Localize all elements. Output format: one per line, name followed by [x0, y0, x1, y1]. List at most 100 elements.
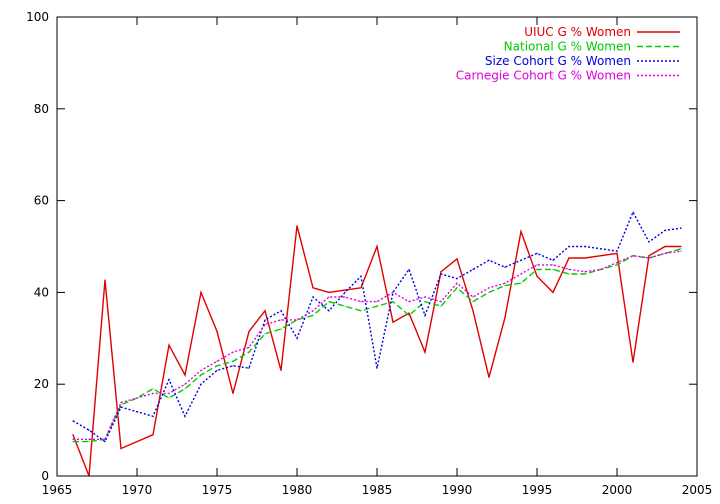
data-point	[264, 310, 266, 312]
data-point	[680, 227, 682, 229]
data-point	[120, 406, 122, 408]
data-point	[520, 282, 522, 284]
data-point	[376, 245, 378, 248]
x-tick-label: 2005	[682, 483, 713, 497]
data-point	[152, 388, 154, 390]
data-point	[456, 282, 458, 284]
data-point	[536, 252, 538, 254]
data-point	[440, 305, 442, 307]
data-point	[264, 333, 266, 335]
data-point	[648, 257, 650, 259]
data-point	[168, 344, 170, 346]
y-tick-label: 0	[41, 469, 49, 483]
x-tick-label: 1980	[282, 483, 313, 497]
data-point	[248, 367, 250, 369]
data-point	[392, 321, 394, 323]
data-point	[472, 310, 474, 312]
data-point	[104, 279, 106, 281]
data-point	[568, 257, 570, 259]
data-point	[360, 310, 362, 312]
data-point	[520, 273, 522, 275]
data-point	[216, 369, 218, 372]
data-point	[200, 369, 202, 372]
data-point	[248, 346, 250, 349]
y-tick-label: 40	[34, 285, 49, 299]
data-point	[424, 351, 426, 353]
data-point	[296, 225, 298, 227]
data-point	[280, 310, 282, 312]
data-point	[616, 250, 618, 252]
data-point	[216, 360, 218, 362]
data-point	[504, 317, 506, 319]
y-tick-label: 100	[26, 10, 49, 24]
data-point	[200, 374, 202, 376]
data-point	[344, 289, 346, 291]
data-point	[552, 264, 554, 266]
data-point	[440, 273, 442, 275]
data-point	[344, 305, 346, 307]
data-point	[632, 255, 634, 257]
data-point	[632, 211, 634, 213]
data-point	[616, 264, 618, 266]
data-point	[664, 252, 666, 254]
data-point	[376, 300, 378, 303]
data-point	[152, 434, 154, 436]
data-point	[584, 257, 586, 259]
data-point	[184, 415, 186, 417]
data-point	[568, 245, 570, 248]
data-point	[600, 248, 602, 250]
data-point	[232, 365, 234, 367]
data-point	[88, 429, 90, 431]
y-tick-label: 20	[34, 377, 49, 391]
x-tick-label: 2000	[602, 483, 633, 497]
data-point	[152, 415, 154, 417]
data-point	[72, 420, 74, 422]
data-point	[536, 275, 538, 277]
legend-label-2: Size Cohort G % Women	[485, 54, 631, 68]
data-point	[664, 245, 666, 248]
data-point	[600, 255, 602, 257]
data-point	[296, 319, 298, 321]
data-point	[488, 291, 490, 293]
data-point	[584, 273, 586, 275]
legend-label-0: UIUC G % Women	[524, 25, 631, 39]
data-point	[408, 300, 410, 303]
data-point	[264, 319, 266, 321]
data-point	[328, 296, 330, 298]
data-point	[488, 287, 490, 289]
data-point	[248, 351, 250, 353]
x-tick-label: 1990	[442, 483, 473, 497]
data-point	[184, 374, 186, 376]
axis-ticks: 1965 1970 1975 1980 1985 1990 1995 2000 2005 0 20 4…	[26, 10, 712, 497]
x-tick-label: 1985	[362, 483, 393, 497]
data-point	[328, 291, 330, 293]
data-point	[440, 271, 442, 273]
data-point	[120, 404, 122, 406]
data-point	[72, 440, 74, 443]
data-point	[72, 438, 74, 440]
data-point	[648, 241, 650, 243]
data-point	[360, 287, 362, 289]
data-point	[424, 314, 426, 316]
data-point	[360, 300, 362, 303]
data-point	[104, 438, 106, 440]
data-point	[232, 392, 234, 394]
data-point	[376, 305, 378, 307]
data-point	[456, 278, 458, 280]
data-point	[72, 434, 74, 436]
data-point	[504, 282, 506, 284]
series-layer	[72, 210, 682, 477]
data-point	[120, 401, 122, 404]
data-point	[504, 266, 506, 268]
data-point	[360, 275, 362, 277]
data-point	[424, 300, 426, 303]
data-point	[216, 365, 218, 367]
data-point	[408, 312, 410, 314]
data-point	[584, 271, 586, 273]
data-point	[200, 383, 202, 385]
legend-label-1: National G % Women	[504, 40, 631, 54]
data-point	[568, 268, 570, 271]
x-tick-label: 1975	[202, 483, 233, 497]
data-point	[344, 296, 346, 298]
